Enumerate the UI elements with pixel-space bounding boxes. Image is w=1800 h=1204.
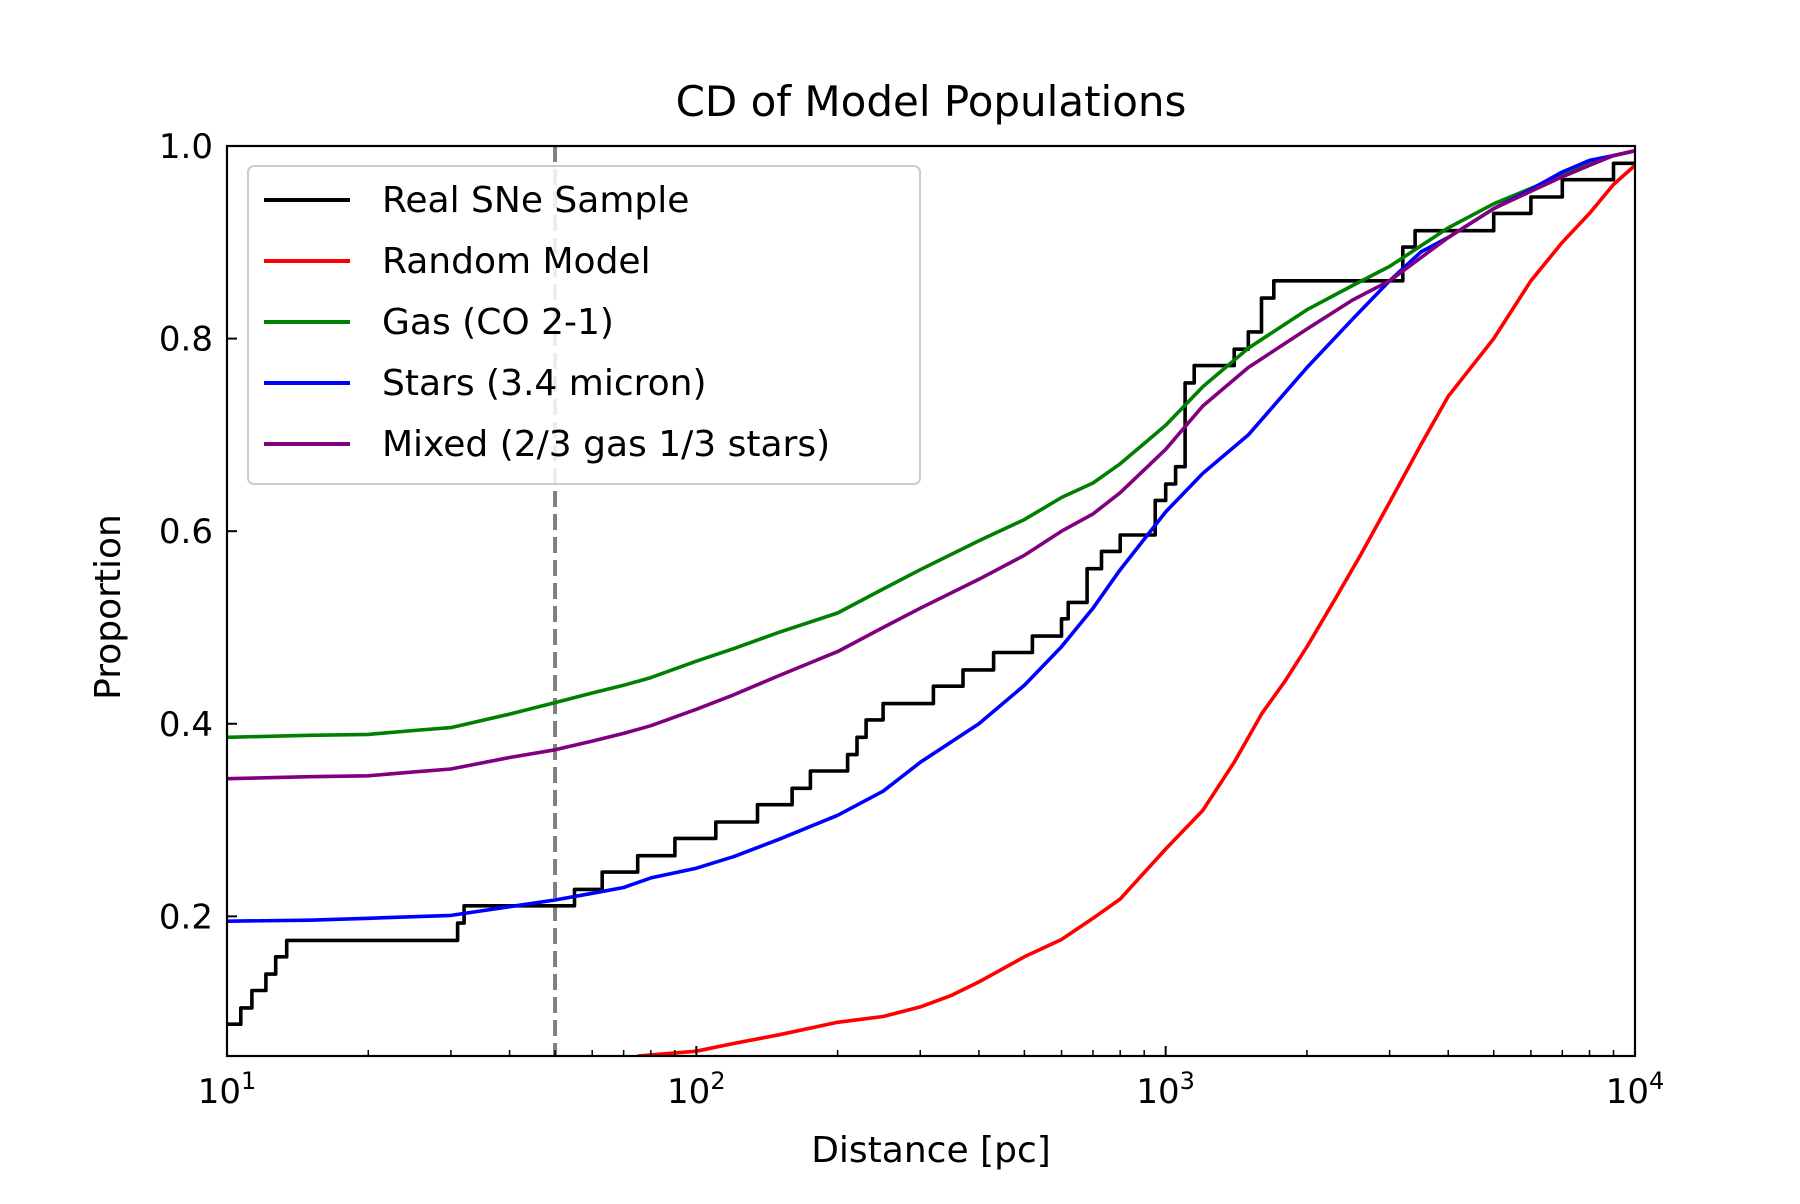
plot-frame [225, 144, 1637, 1058]
series-line-4 [227, 149, 1635, 781]
legend-label-0: Real SNe Sample [382, 180, 689, 221]
legend-label-1: Random Model [382, 241, 651, 282]
x-tick-label: 102 [667, 1067, 726, 1112]
y-tick-label: 0.6 [159, 512, 213, 552]
x-tick-label: 104 [1606, 1067, 1665, 1112]
y-axis-label: Proportion [88, 514, 129, 700]
x-tick-label-exponent: 1 [241, 1067, 256, 1095]
x-tick-label: 101 [198, 1067, 257, 1112]
x-tick-label-exponent: 3 [1180, 1067, 1195, 1095]
x-tick-label: 103 [1136, 1067, 1195, 1112]
legend-label-2: Gas (CO 2-1) [382, 302, 614, 343]
legend-box [247, 165, 921, 485]
legend-label-4: Mixed (2/3 gas 1/3 stars) [382, 424, 830, 465]
x-tick-label-exponent: 2 [710, 1067, 725, 1095]
series-line-2 [227, 149, 1635, 740]
y-tick-label: 0.2 [159, 897, 213, 937]
legend: Real SNe Sample Random Model Gas (CO 2-1) S… [247, 165, 921, 485]
y-tick-label: 0.8 [159, 320, 213, 360]
chart-title: CD of Model Populations [676, 77, 1187, 126]
legend-label-3: Stars (3.4 micron) [382, 363, 707, 404]
x-tick-label-exponent: 4 [1649, 1067, 1664, 1095]
plot-area [227, 146, 1635, 1056]
y-tick-label: 0.4 [159, 705, 213, 745]
series-line-1 [637, 163, 1635, 1056]
y-tick-label: 1.0 [159, 127, 213, 167]
plot-clip-group [227, 146, 1635, 1056]
x-axis-label: Distance [pc] [811, 1130, 1051, 1171]
